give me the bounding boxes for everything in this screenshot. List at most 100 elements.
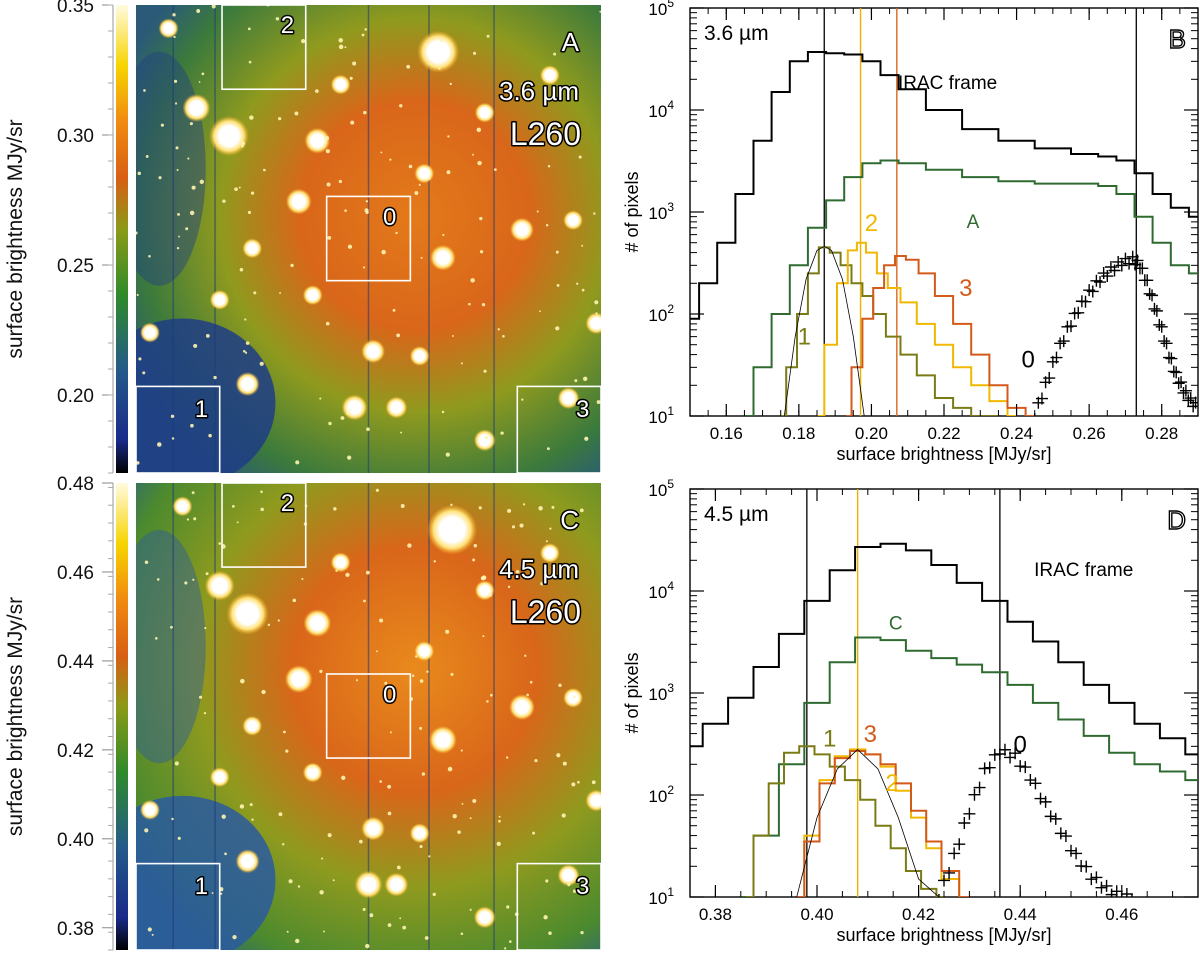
field-star [224, 852, 227, 856]
field-star [249, 803, 253, 807]
star [204, 570, 235, 601]
field-star [414, 191, 419, 195]
field-star [171, 817, 174, 821]
dark-region [136, 795, 276, 950]
field-star [241, 141, 246, 146]
image-area: 0 1 2 3 [136, 483, 601, 950]
series-label: 2 [865, 210, 878, 237]
field-star [387, 784, 392, 789]
field-star [363, 110, 367, 115]
data-point [1014, 760, 1027, 773]
colorbar-tick-label: 0.25 [57, 256, 94, 277]
star [428, 725, 457, 754]
field-star [156, 578, 160, 581]
field-star [147, 927, 152, 932]
data-point [1155, 320, 1168, 333]
field-star [136, 461, 140, 465]
field-star [415, 655, 418, 658]
field-star [534, 758, 538, 763]
y-tick-label: 105 [648, 0, 674, 19]
x-tick-label: 0.16 [710, 424, 743, 443]
field-star [286, 930, 289, 933]
field-star [319, 397, 322, 400]
x-tick-label: 0.24 [1000, 424, 1033, 443]
y-axis-label: # of pixels [622, 171, 642, 252]
field-star [468, 302, 471, 306]
field-star [208, 433, 212, 438]
field-star [426, 670, 429, 673]
field-star [177, 836, 181, 840]
histogram-panel-d: IRAC frame C 1 23 0 0.38 0.40 0.42 0.44 0.46 101 10… [622, 477, 1199, 945]
field-star [538, 506, 543, 511]
field-star [574, 379, 578, 383]
field-star [594, 300, 599, 305]
data-point [1189, 396, 1198, 409]
field-star [281, 843, 285, 846]
y-tick-label: 105 [648, 477, 674, 500]
data-point [1086, 285, 1099, 298]
star [409, 346, 430, 366]
data-point [1153, 318, 1166, 331]
region-box-label: 2 [281, 490, 294, 517]
series-label: 0 [1014, 732, 1027, 759]
field-star [355, 679, 358, 682]
star [563, 687, 584, 708]
colorbar-tick-label: 0.38 [57, 919, 94, 940]
series-0 [1032, 250, 1198, 416]
region-box-0 [325, 195, 412, 282]
field-star [244, 318, 247, 321]
field-star [247, 210, 252, 215]
star [557, 864, 580, 887]
field-star [366, 427, 370, 432]
field-star [591, 780, 596, 785]
field-star [445, 452, 450, 457]
star [361, 339, 386, 364]
region-box-label: 3 [576, 873, 589, 900]
field-star [476, 127, 482, 133]
star [409, 823, 430, 844]
field-star [396, 865, 401, 870]
field-star [480, 576, 485, 581]
field-star [173, 79, 178, 83]
field-star [203, 712, 207, 715]
field-star [472, 558, 476, 562]
x-tick-label: 0.40 [800, 905, 833, 924]
star [474, 580, 495, 601]
data-point [1108, 264, 1121, 277]
image-panel-c: 0 1 2 3 C 4.5 µm L260 0.38 0.40 0.42 0.44 0.46 0.48 s… [4, 474, 601, 951]
field-star [157, 442, 162, 447]
data-point [1039, 795, 1052, 808]
dark-region [136, 529, 206, 764]
field-star [365, 200, 369, 203]
field-star [460, 362, 463, 365]
field-star [185, 227, 189, 231]
field-star [485, 436, 489, 440]
field-star [419, 679, 424, 683]
field-star [536, 210, 539, 213]
field-star [333, 507, 337, 511]
field-star [136, 293, 139, 297]
field-star [345, 572, 350, 577]
field-star [502, 334, 505, 338]
series-2 [817, 241, 1017, 416]
data-point [1167, 365, 1180, 378]
star [226, 592, 269, 635]
field-star [524, 654, 527, 657]
object-label: L260 [510, 594, 581, 630]
field-star [375, 488, 379, 492]
field-star [547, 164, 551, 168]
series-irac-frame [690, 542, 1198, 756]
field-star [384, 681, 388, 685]
field-star [173, 35, 176, 39]
field-star [175, 146, 179, 150]
x-axis-label: surface brightness [MJy/sr] [836, 925, 1051, 945]
band-label: 3.6 µm [704, 22, 769, 45]
field-star [457, 830, 461, 834]
field-star [545, 224, 549, 227]
field-star [160, 123, 164, 127]
field-star [213, 375, 217, 380]
star [417, 30, 460, 73]
series-3 [846, 255, 1035, 416]
field-star [511, 525, 516, 529]
star [508, 694, 535, 721]
